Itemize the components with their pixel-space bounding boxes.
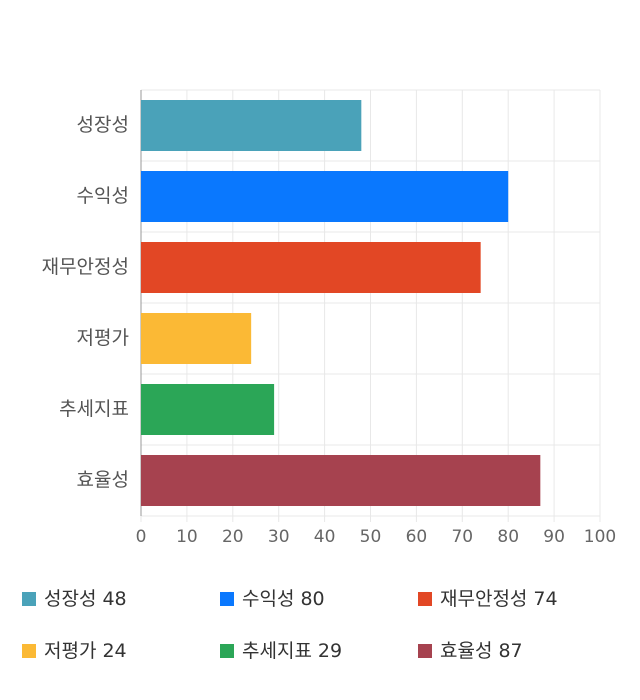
legend-value: 24 — [102, 640, 126, 662]
x-tick-label: 0 — [136, 527, 147, 547]
legend-label: 재무안정성 74 — [440, 588, 558, 610]
legend-name: 효율성 — [440, 640, 492, 662]
y-tick-label: 효율성 — [77, 469, 129, 491]
y-tick-label: 재무안정성 — [42, 256, 129, 278]
legend-label: 효율성 87 — [440, 640, 523, 662]
bar — [141, 242, 481, 293]
x-tick-label: 10 — [176, 527, 198, 547]
x-tick-label: 100 — [584, 527, 616, 547]
y-tick-label: 성장성 — [77, 114, 129, 136]
x-tick-label: 40 — [314, 527, 336, 547]
bar — [141, 313, 252, 364]
legend-name: 저평가 — [44, 640, 96, 662]
legend-value: 80 — [300, 588, 324, 610]
legend-label: 수익성 80 — [242, 588, 325, 610]
legend-swatch — [220, 644, 234, 658]
bar — [141, 100, 362, 151]
legend-name: 수익성 — [242, 588, 294, 610]
legend-name: 재무안정성 — [440, 588, 527, 610]
bar — [141, 384, 275, 435]
legend-label: 저평가 24 — [44, 640, 127, 662]
legend-label: 추세지표 29 — [242, 640, 342, 662]
y-tick-label: 추세지표 — [59, 398, 129, 420]
legend-name: 성장성 — [44, 588, 96, 610]
x-tick-label: 50 — [360, 527, 382, 547]
legend-label: 성장성 48 — [44, 588, 127, 610]
legend-value: 48 — [102, 588, 126, 610]
x-tick-label: 80 — [497, 527, 519, 547]
x-tick-label: 20 — [222, 527, 244, 547]
legend-swatch — [418, 644, 432, 658]
x-tick-label: 60 — [406, 527, 428, 547]
legend-swatch — [22, 592, 36, 606]
y-tick-label: 저평가 — [77, 327, 129, 349]
legend-value: 74 — [533, 588, 557, 610]
legend-swatch — [22, 644, 36, 658]
legend-swatch — [418, 592, 432, 606]
legend-value: 87 — [498, 640, 522, 662]
x-tick-label: 70 — [451, 527, 473, 547]
x-tick-label: 90 — [543, 527, 565, 547]
bar — [141, 455, 541, 506]
legend-value: 29 — [318, 640, 342, 662]
legend-name: 추세지표 — [242, 640, 312, 662]
bar — [141, 171, 509, 222]
legend-swatch — [220, 592, 234, 606]
y-tick-label: 수익성 — [77, 185, 129, 207]
x-tick-label: 30 — [268, 527, 290, 547]
